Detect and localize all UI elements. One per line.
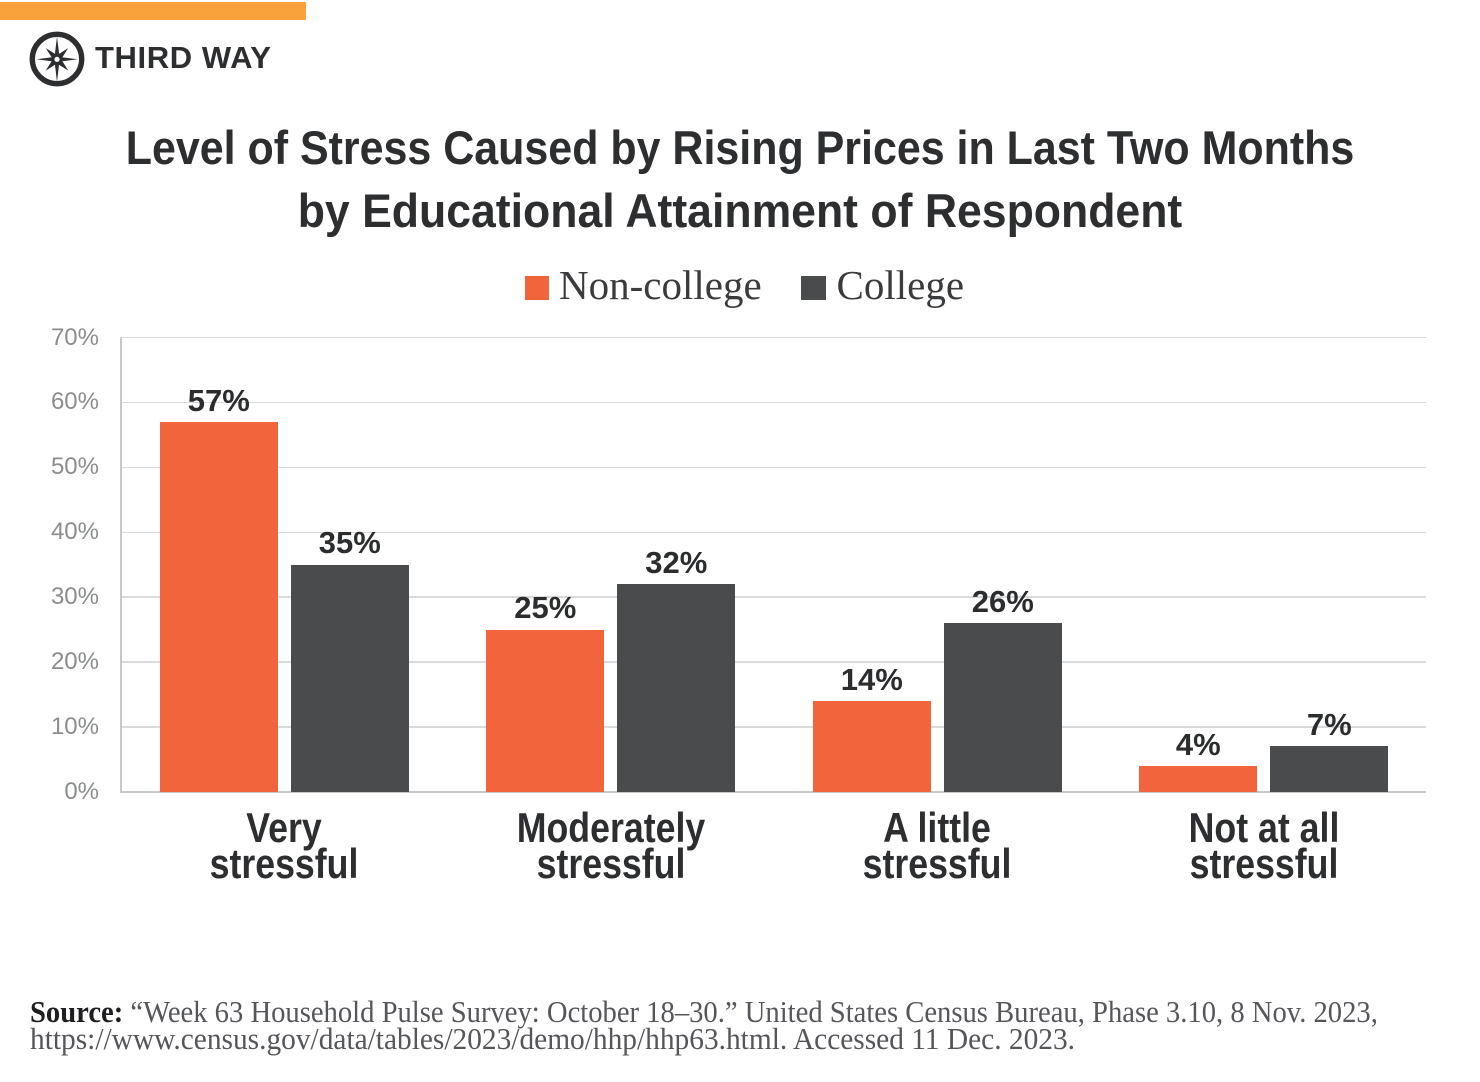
y-tick-label: 0% <box>64 777 99 805</box>
source-note-line2: https://www.census.gov/data/tables/2023/… <box>30 1021 1076 1057</box>
gridline <box>120 661 1426 663</box>
bar-college-2 <box>943 623 1062 792</box>
bar-value-label: 7% <box>1306 707 1352 743</box>
bar-value-label: 35% <box>318 525 381 561</box>
x-category-label: Very stressful <box>209 803 359 888</box>
bar-non-college-3 <box>1139 765 1258 792</box>
bar-non-college-2 <box>812 700 931 792</box>
y-tick-label: 50% <box>50 453 99 481</box>
bar-value-label: 26% <box>971 583 1034 619</box>
y-tick-label: 60% <box>50 388 99 416</box>
y-tick-label: 30% <box>50 583 99 611</box>
source-note-line1: Source: “Week 63 Household Pulse Survey:… <box>30 996 1378 1027</box>
y-tick-label: 20% <box>50 648 99 676</box>
x-category-label: Moderately stressful <box>516 803 705 888</box>
bar-value-label: 25% <box>514 590 577 626</box>
x-axis-line <box>120 790 1426 793</box>
legend-label-college: College <box>836 262 965 308</box>
gridline <box>120 401 1426 404</box>
bar-value-label: 57% <box>187 382 250 418</box>
top-accent-bar <box>0 2 306 20</box>
source-note: Source: “Week 63 Household Pulse Survey:… <box>30 996 1480 1057</box>
gridline <box>120 726 1426 728</box>
bar-college-0 <box>290 564 409 792</box>
y-axis-line <box>119 337 122 793</box>
chart-title-line2: by Educational Attainment of Respondent <box>297 184 1183 237</box>
source-note-line1-text: “Week 63 Household Pulse Survey: October… <box>130 994 1378 1029</box>
gridline <box>120 531 1426 533</box>
x-category-label: Not at all stressful <box>1188 803 1340 888</box>
bar-non-college-0 <box>159 421 278 792</box>
y-tick-label: 40% <box>50 518 99 546</box>
bar-college-1 <box>617 584 736 792</box>
chart-title: Level of Stress Caused by Rising Prices … <box>0 116 1480 242</box>
bar-college-3 <box>1270 746 1389 792</box>
chart-title-line1: Level of Stress Caused by Rising Prices … <box>125 121 1355 174</box>
compass-star-icon <box>29 31 85 87</box>
gridline <box>120 336 1426 339</box>
brand-name: THIRD WAY <box>95 40 272 76</box>
source-note-label: Source: <box>30 994 124 1029</box>
legend-swatch-non-college <box>524 275 550 301</box>
bar-value-label: 4% <box>1175 726 1221 762</box>
legend-swatch-college <box>801 275 826 301</box>
y-tick-label: 10% <box>50 712 99 740</box>
bar-value-label: 32% <box>645 544 708 580</box>
x-category-label: A little stressful <box>862 803 1012 888</box>
y-tick-label: 70% <box>50 323 99 351</box>
gridline <box>120 596 1426 598</box>
gridline <box>120 466 1426 469</box>
bar-non-college-1 <box>486 629 605 792</box>
bar-value-label: 14% <box>840 661 903 697</box>
legend-label-non-college: Non-college <box>559 262 762 308</box>
